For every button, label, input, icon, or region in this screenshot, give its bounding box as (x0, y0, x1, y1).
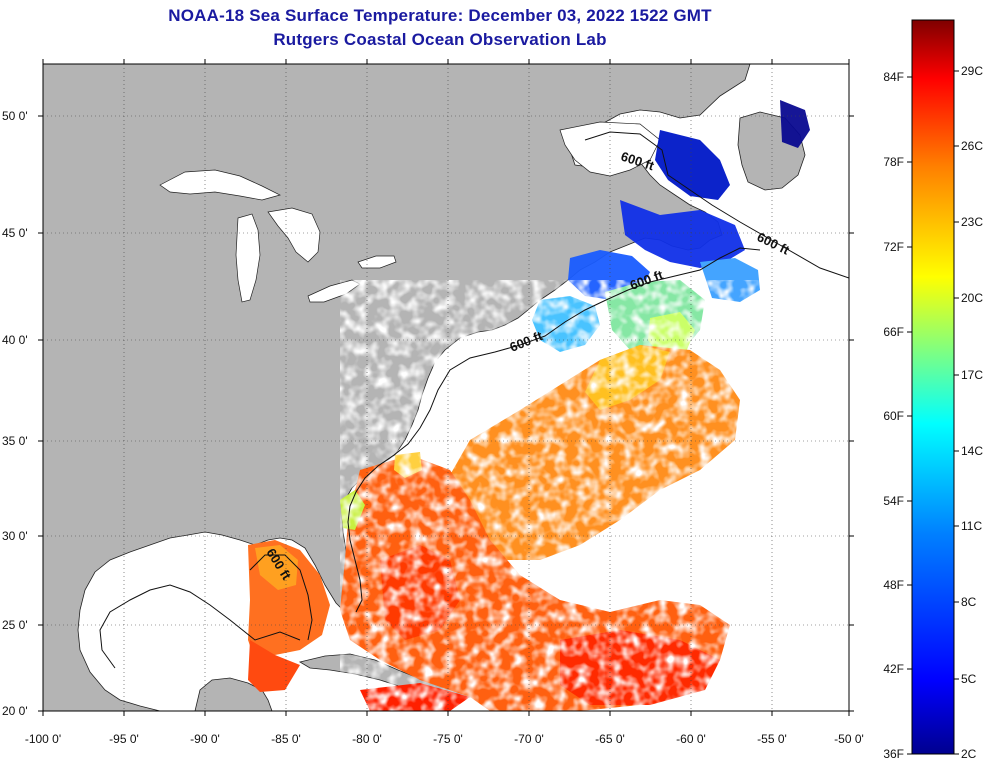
colorbar-label-celsius: 11C (961, 519, 982, 533)
colorbar-label-celsius: 26C (961, 139, 983, 153)
longitude-label: -75 0' (433, 732, 463, 746)
latitude-label: 45 0' (2, 226, 28, 240)
map-frame (42, 63, 850, 712)
colorbar-label-celsius: 20C (961, 291, 983, 305)
latitude-label: 40 0' (2, 333, 28, 347)
latitude-labels: 50 0' 45 0' 40 0' 35 0' 30 0' 25 0' 20 0' (2, 109, 28, 718)
longitude-labels: -100 0' -95 0' -90 0' -85 0' -80 0' -75 0' -70… (25, 732, 864, 746)
lake-superior (159, 169, 281, 201)
colorbar-fahrenheit-labels: 84F 78F 72F 66F 60F 54F 48F 42F 36F (883, 70, 912, 761)
longitude-label: -60 0' (676, 732, 706, 746)
colorbar-label-fahrenheit: 48F (883, 578, 904, 592)
map-subtitle: Rutgers Coastal Ocean Observation Lab (273, 30, 607, 49)
colorbar-label-fahrenheit: 60F (883, 409, 904, 423)
colorbar-label-celsius: 17C (961, 368, 983, 382)
lake-ontario (357, 255, 397, 269)
longitude-label: -70 0' (514, 732, 544, 746)
colorbar-label-fahrenheit: 54F (883, 494, 904, 508)
graticule (38, 59, 854, 716)
colorbar-label-celsius: 2C (961, 747, 977, 761)
cloud-mask (340, 280, 820, 711)
map-title: NOAA-18 Sea Surface Temperature: Decembe… (168, 6, 712, 25)
colorbar-label-celsius: 23C (961, 215, 983, 229)
longitude-label: -50 0' (834, 732, 864, 746)
longitude-label: -55 0' (757, 732, 787, 746)
colorbar-label-fahrenheit: 42F (883, 662, 904, 676)
colorbar-label-celsius: 5C (961, 672, 977, 686)
colorbar (911, 19, 955, 755)
latitude-label: 35 0' (2, 434, 28, 448)
colorbar-celsius-labels: 29C 26C 23C 20C 17C 14C 11C 8C 5C 2C (954, 64, 983, 761)
colorbar-label-celsius: 14C (961, 444, 983, 458)
colorbar-label-celsius: 8C (961, 595, 977, 609)
lake-michigan (235, 213, 261, 303)
latitude-label: 30 0' (2, 529, 28, 543)
latitude-label: 25 0' (2, 618, 28, 632)
longitude-label: -80 0' (352, 732, 382, 746)
longitude-label: -65 0' (595, 732, 625, 746)
latitude-label: 50 0' (2, 109, 28, 123)
colorbar-label-fahrenheit: 36F (883, 747, 904, 761)
longitude-label: -95 0' (109, 732, 139, 746)
colorbar-label-fahrenheit: 84F (883, 70, 904, 84)
lake-huron (267, 207, 321, 263)
longitude-label: -100 0' (25, 732, 61, 746)
depth-contour-600ft (99, 131, 849, 669)
land-yucatan (194, 677, 273, 711)
colorbar-label-fahrenheit: 78F (883, 155, 904, 169)
colorbar-label-fahrenheit: 66F (883, 325, 904, 339)
longitude-label: -85 0' (271, 732, 301, 746)
colorbar-label-fahrenheit: 72F (883, 240, 904, 254)
colorbar-label-celsius: 29C (961, 64, 983, 78)
latitude-label: 20 0' (2, 704, 28, 718)
longitude-label: -90 0' (190, 732, 220, 746)
